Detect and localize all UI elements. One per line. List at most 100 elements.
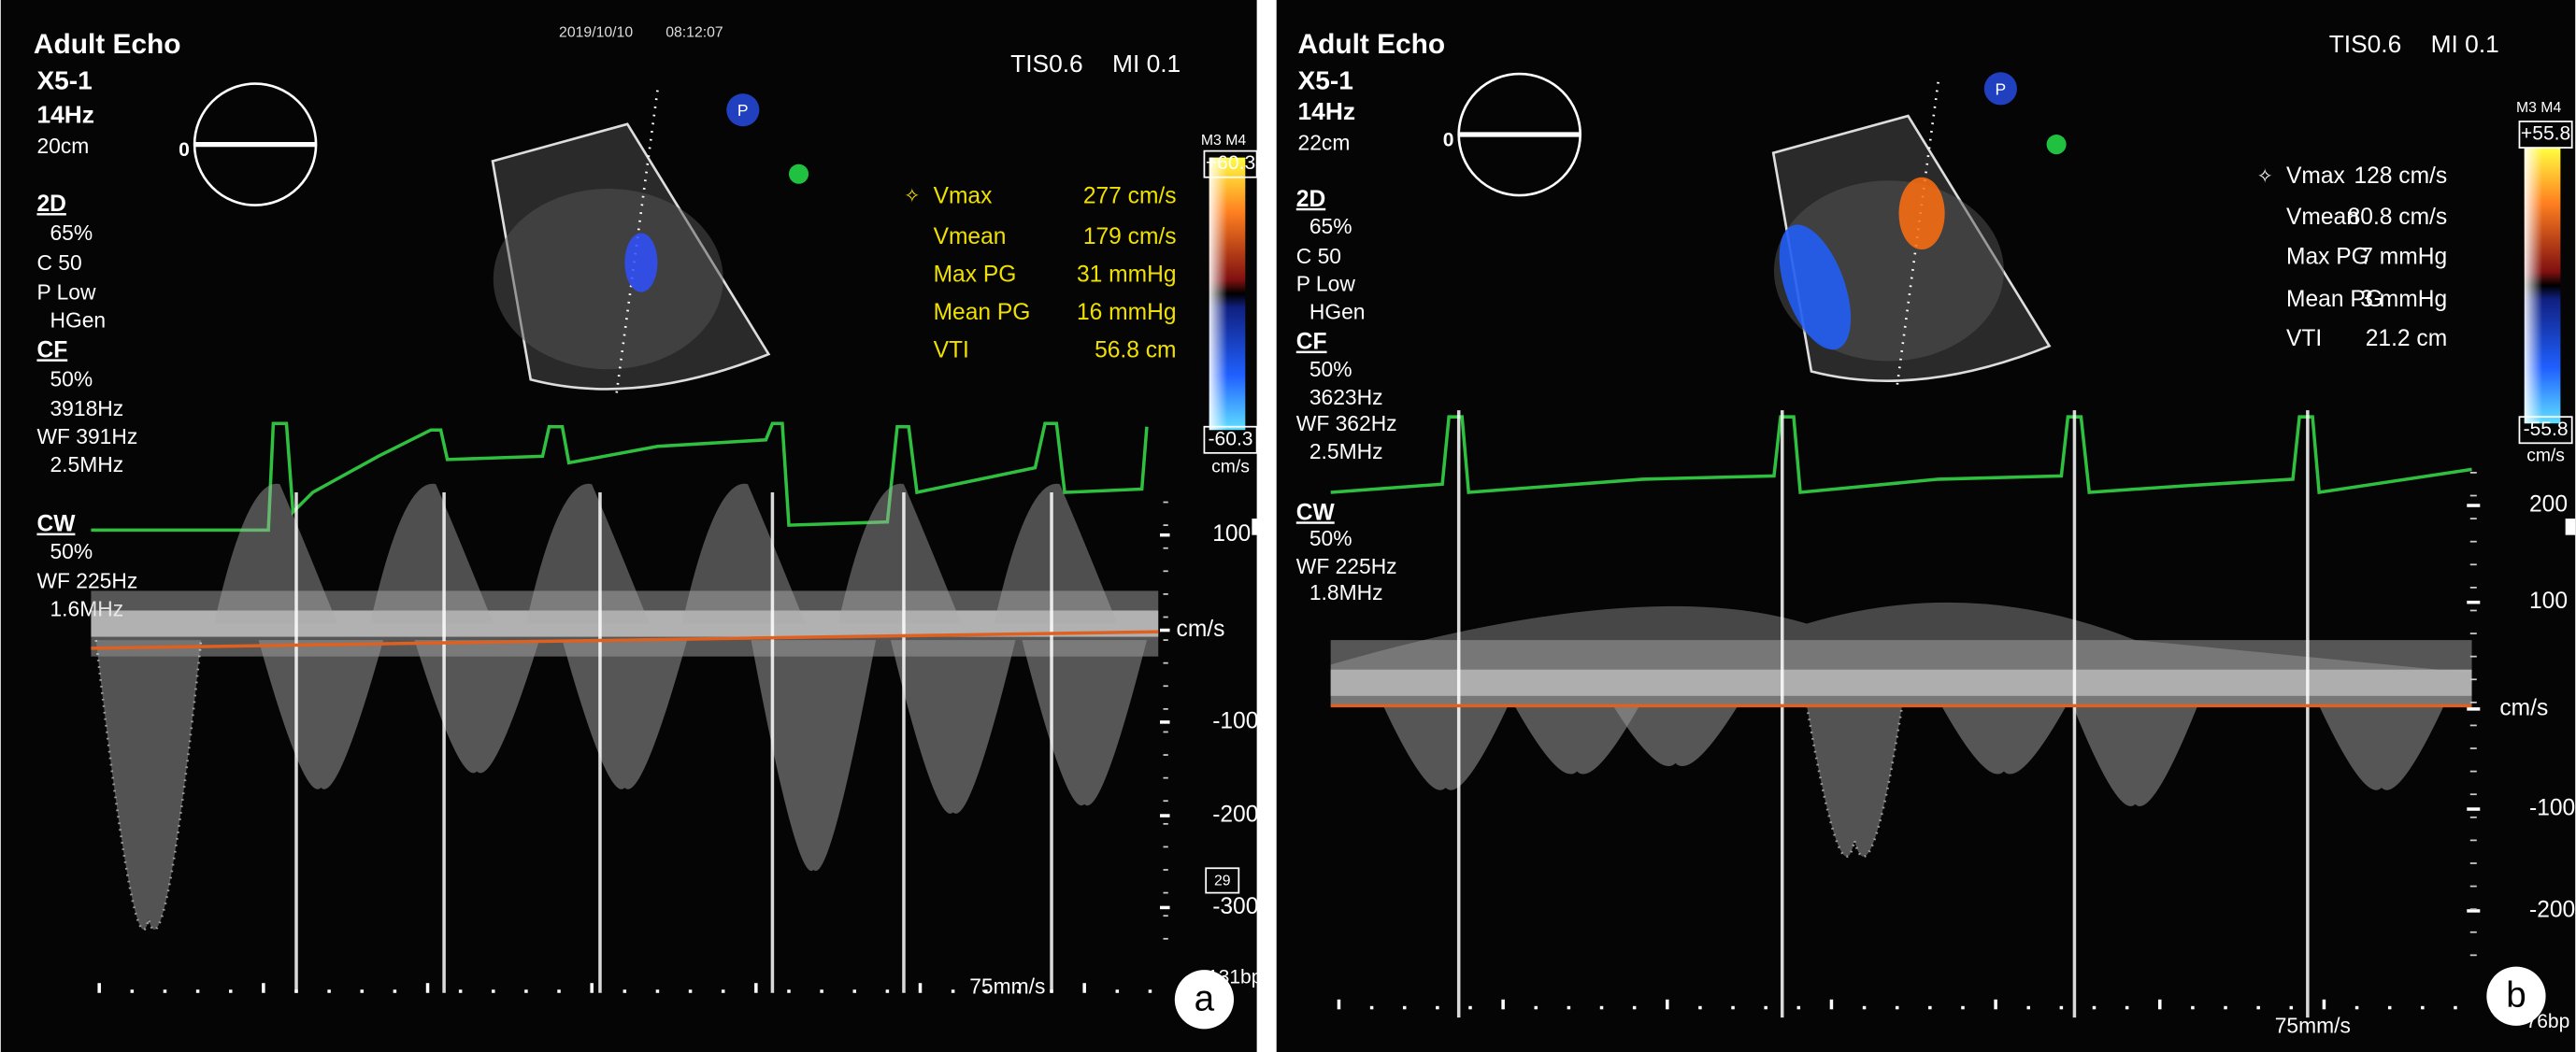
probe-label: X5-1 <box>1298 65 1353 94</box>
vti-trace <box>94 639 203 931</box>
angle-label: 0 <box>179 139 190 161</box>
orientation-mark: P <box>1996 79 2007 98</box>
spectral-trough <box>2072 705 2198 806</box>
probe-label: X5-1 <box>36 65 92 94</box>
baseline <box>91 630 1159 650</box>
scale-box <box>1203 425 1258 454</box>
setting-label: 2D <box>36 192 65 217</box>
setting-label: CF <box>1296 330 1327 355</box>
spectral-trough <box>2319 705 2444 790</box>
panel-label-circle <box>1174 970 1235 1030</box>
probe-indicator <box>788 163 809 184</box>
setting-label: 2.5MHz <box>50 452 124 476</box>
scale-unit: cm/s <box>2526 446 2565 465</box>
spectral-trough <box>1514 705 1639 775</box>
measurement-value: 56.8 cm <box>1095 337 1176 363</box>
measurement-name: Vmean <box>934 224 1007 249</box>
depth-label: 20cm <box>36 134 89 158</box>
scale-bottom: -55.8 <box>2524 419 2569 440</box>
date-label: 2019/10/10 <box>559 24 633 40</box>
measurement-name: VTI <box>934 337 969 363</box>
setting-label: 65% <box>50 220 93 245</box>
setting-label: 50% <box>1309 526 1352 550</box>
scale-top: +55.8 <box>2521 123 2570 145</box>
measurement-cursor: ✧ <box>904 185 921 206</box>
color-bar-sheen <box>2524 148 2561 424</box>
scale-bottom: -60.3 <box>1209 428 1253 449</box>
cursor-line <box>1896 81 1939 386</box>
scale-box <box>1203 149 1258 178</box>
setting-label: 2D <box>1296 187 1325 212</box>
spectral-band-bright <box>1330 669 2472 696</box>
spectral-trough <box>258 640 384 789</box>
measurement-name: Mean PG <box>2286 287 2383 312</box>
setting-label: WF 225Hz <box>1296 554 1397 578</box>
velocity-tick-label: 100 <box>1212 521 1251 547</box>
scale-top: +60.3 <box>1206 152 1255 174</box>
forward-flow <box>525 483 650 624</box>
spectral-band-bright <box>91 610 1159 637</box>
forward-flow <box>214 483 337 624</box>
scale-box <box>2518 416 2573 445</box>
measurement-name: Vmax <box>934 183 994 208</box>
setting-label: 2.5MHz <box>1309 439 1383 463</box>
velocity-tick-label: -100 <box>2529 796 2575 821</box>
velocity-tick-label: cm/s <box>1177 617 1225 642</box>
measurement-value: 7 mmHg <box>2360 244 2447 269</box>
velocity-tick-label: 100 <box>2529 589 2568 614</box>
scale-box <box>2518 121 2573 149</box>
measurement-value: 128 cm/s <box>2354 163 2447 189</box>
setting-label: 50% <box>1309 357 1352 381</box>
setting-label: 65% <box>1309 214 1352 238</box>
measurement-name: Vmax <box>2286 163 2346 189</box>
measurement-cursor: ✧ <box>2256 165 2273 187</box>
panel-label: a <box>1195 979 1215 1019</box>
measurement-name: Vmean <box>2286 205 2359 230</box>
measurement-value: 31 mmHg <box>1077 263 1177 288</box>
spectral-trough <box>890 640 1016 814</box>
color-flow <box>1898 177 1945 250</box>
angle-label: 0 <box>1443 130 1454 151</box>
frame-box-label: 29 <box>1214 873 1231 889</box>
color-modes: M3 M4 <box>1201 133 1246 149</box>
color-bar-sheen <box>1209 157 1246 431</box>
forward-flow <box>681 483 806 624</box>
measurement-value: 21.2 cm <box>2366 326 2447 351</box>
measurement-name: VTI <box>2286 326 2322 351</box>
mode-label: Adult Echo <box>34 29 181 60</box>
measurement-name: Max PG <box>2286 244 2369 269</box>
setting-label: CW <box>36 512 76 537</box>
setting-label: 3918Hz <box>50 396 124 420</box>
spectral-trough <box>751 640 877 872</box>
panel-label: b <box>2506 975 2526 1016</box>
content: Adult Echo X5-1 14Hz 20cm 2019/10/10 08:12:07… <box>34 24 2575 1037</box>
setting-label: CW <box>1296 500 1336 525</box>
ecg-trace <box>91 421 1149 533</box>
color-flow <box>624 233 658 292</box>
setting-label: WF 225Hz <box>36 569 137 593</box>
spectral-trough <box>1941 705 2067 775</box>
setting-label: WF 391Hz <box>36 424 137 448</box>
sweep-speed: 75mm/s <box>2275 1014 2351 1038</box>
frame-box <box>1205 867 1240 894</box>
tis-label: TIS0.6 <box>1010 50 1083 78</box>
velocity-tick-label: -300 <box>1212 894 1258 919</box>
echo-texture <box>493 189 723 370</box>
spectral-trough <box>562 640 688 789</box>
setting-label: 1.8MHz <box>1309 580 1383 604</box>
measurement-name: Mean PG <box>934 300 1031 325</box>
setting-label: C 50 <box>36 250 81 275</box>
setting-label: HGen <box>1309 300 1366 324</box>
measurement-value: 277 cm/s <box>1083 183 1177 208</box>
setting-label: P Low <box>1296 272 1356 296</box>
tis-label: TIS0.6 <box>2329 30 2402 58</box>
time-label: 08:12:07 <box>665 24 723 40</box>
velocity-tick-label: 200 <box>2529 492 2568 518</box>
setting-label: HGen <box>50 307 107 332</box>
depth-label: 22cm <box>1298 131 1351 155</box>
sweep-speed: 75mm/s <box>969 974 1045 999</box>
setting-label: P Low <box>36 279 96 304</box>
scale-unit: cm/s <box>1211 458 1250 477</box>
